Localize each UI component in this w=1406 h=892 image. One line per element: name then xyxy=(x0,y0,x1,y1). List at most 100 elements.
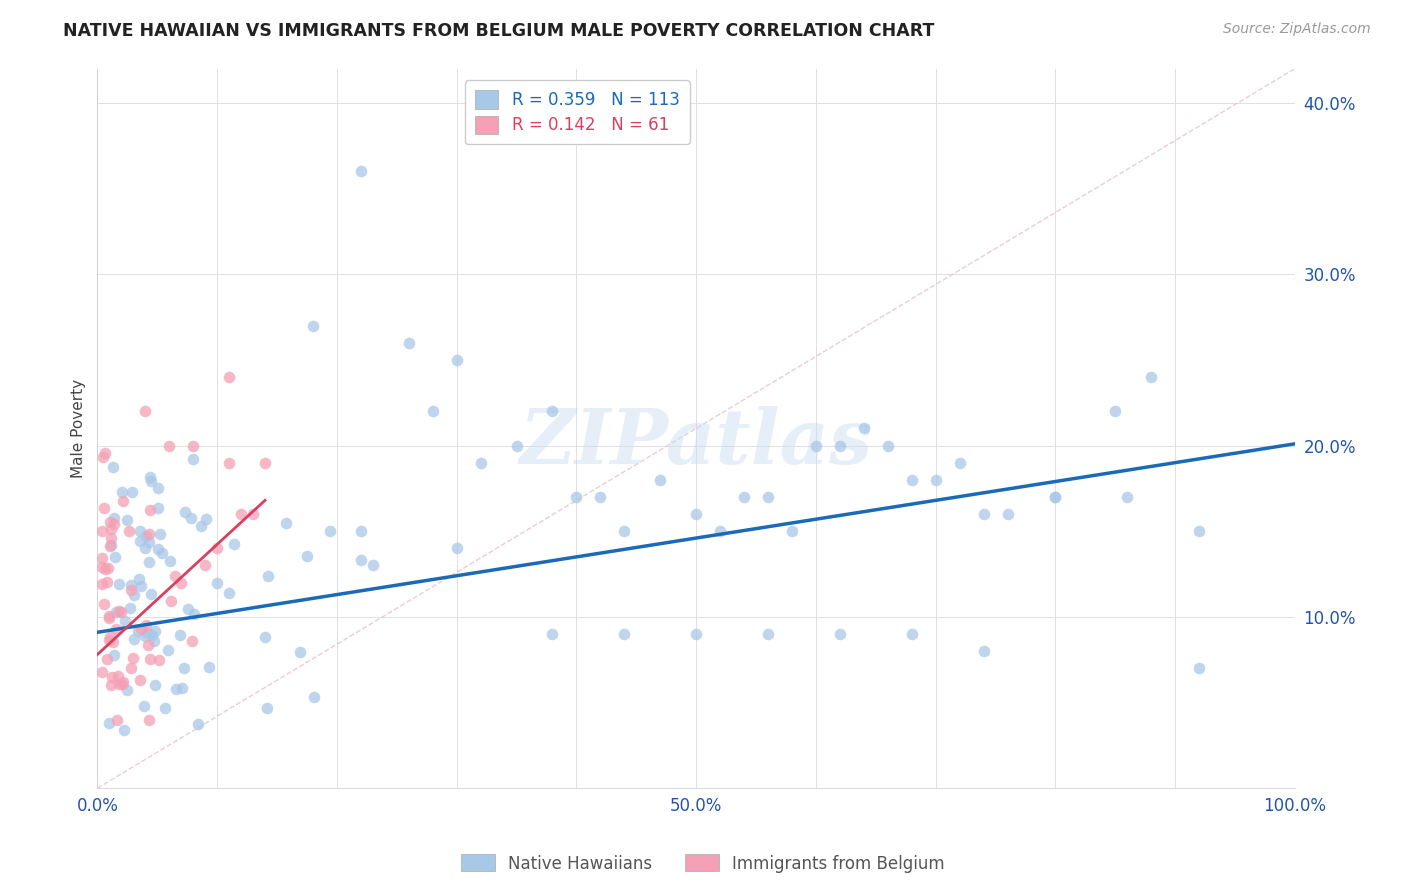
Point xyxy=(139,469,162,483)
Point xyxy=(121,485,143,500)
Point xyxy=(136,626,159,640)
Point xyxy=(1188,524,1211,539)
Legend: R = 0.359   N = 113, R = 0.142   N = 61: R = 0.359 N = 113, R = 0.142 N = 61 xyxy=(465,80,689,145)
Point xyxy=(304,690,326,705)
Point xyxy=(122,632,145,647)
Point xyxy=(149,527,172,541)
Point xyxy=(709,524,731,539)
Point xyxy=(165,568,187,582)
Point xyxy=(350,524,373,539)
Legend: Native Hawaiians, Immigrants from Belgium: Native Hawaiians, Immigrants from Belgiu… xyxy=(454,847,952,880)
Point xyxy=(256,569,278,583)
Point xyxy=(900,473,922,487)
Point xyxy=(128,673,150,687)
Point xyxy=(114,614,136,628)
Point xyxy=(190,518,212,533)
Point xyxy=(138,534,160,549)
Point xyxy=(103,648,125,662)
Point xyxy=(361,558,384,573)
Point xyxy=(135,529,157,543)
Point xyxy=(155,700,177,714)
Point xyxy=(613,524,636,539)
Point xyxy=(107,677,129,691)
Point xyxy=(112,494,135,508)
Point xyxy=(256,701,278,715)
Point xyxy=(422,404,444,418)
Point xyxy=(973,644,995,658)
Point xyxy=(96,652,118,666)
Point xyxy=(446,352,468,367)
Point xyxy=(828,438,851,452)
Point xyxy=(254,630,277,644)
Text: Source: ZipAtlas.com: Source: ZipAtlas.com xyxy=(1223,22,1371,37)
Point xyxy=(172,681,194,695)
Point xyxy=(107,668,129,682)
Point xyxy=(541,404,564,418)
Point xyxy=(122,651,145,665)
Point xyxy=(94,445,117,459)
Point xyxy=(274,516,297,530)
Point xyxy=(165,681,187,696)
Point xyxy=(101,670,124,684)
Point xyxy=(128,572,150,586)
Point xyxy=(111,485,134,500)
Point xyxy=(104,605,127,619)
Point xyxy=(91,560,114,574)
Point xyxy=(733,490,755,504)
Point xyxy=(146,542,169,557)
Point xyxy=(139,651,162,665)
Point xyxy=(852,421,875,435)
Point xyxy=(997,507,1019,521)
Point xyxy=(218,456,240,470)
Point xyxy=(146,501,169,516)
Point xyxy=(122,588,145,602)
Point xyxy=(100,531,122,545)
Point xyxy=(91,450,114,465)
Point xyxy=(136,638,159,652)
Point xyxy=(112,723,135,737)
Point xyxy=(101,460,124,475)
Point xyxy=(183,607,205,621)
Point xyxy=(105,713,128,727)
Point xyxy=(103,516,125,531)
Point xyxy=(134,629,156,643)
Point xyxy=(1140,370,1163,384)
Point xyxy=(319,524,342,538)
Point xyxy=(876,438,898,452)
Point xyxy=(756,627,779,641)
Point xyxy=(205,576,228,591)
Point xyxy=(97,561,120,575)
Point xyxy=(112,674,135,689)
Point xyxy=(98,515,121,529)
Point xyxy=(141,628,163,642)
Point xyxy=(127,624,149,639)
Point xyxy=(565,490,588,504)
Point xyxy=(181,438,204,452)
Point xyxy=(138,713,160,727)
Point xyxy=(613,627,636,641)
Point xyxy=(685,627,707,641)
Point xyxy=(111,677,134,691)
Point xyxy=(177,601,200,615)
Point xyxy=(93,597,115,611)
Point xyxy=(589,490,612,504)
Point xyxy=(187,717,209,731)
Point xyxy=(218,586,240,600)
Text: NATIVE HAWAIIAN VS IMMIGRANTS FROM BELGIUM MALE POVERTY CORRELATION CHART: NATIVE HAWAIIAN VS IMMIGRANTS FROM BELGI… xyxy=(63,22,935,40)
Point xyxy=(97,611,120,625)
Point xyxy=(194,558,217,573)
Point xyxy=(138,526,160,541)
Point xyxy=(157,438,180,452)
Point xyxy=(110,605,132,619)
Point xyxy=(97,608,120,623)
Point xyxy=(174,505,197,519)
Point xyxy=(181,452,204,467)
Point xyxy=(101,634,124,648)
Point xyxy=(295,549,318,563)
Point xyxy=(173,661,195,675)
Point xyxy=(302,318,325,333)
Point xyxy=(828,627,851,641)
Point xyxy=(134,698,156,713)
Y-axis label: Male Poverty: Male Poverty xyxy=(72,379,86,478)
Point xyxy=(650,473,672,487)
